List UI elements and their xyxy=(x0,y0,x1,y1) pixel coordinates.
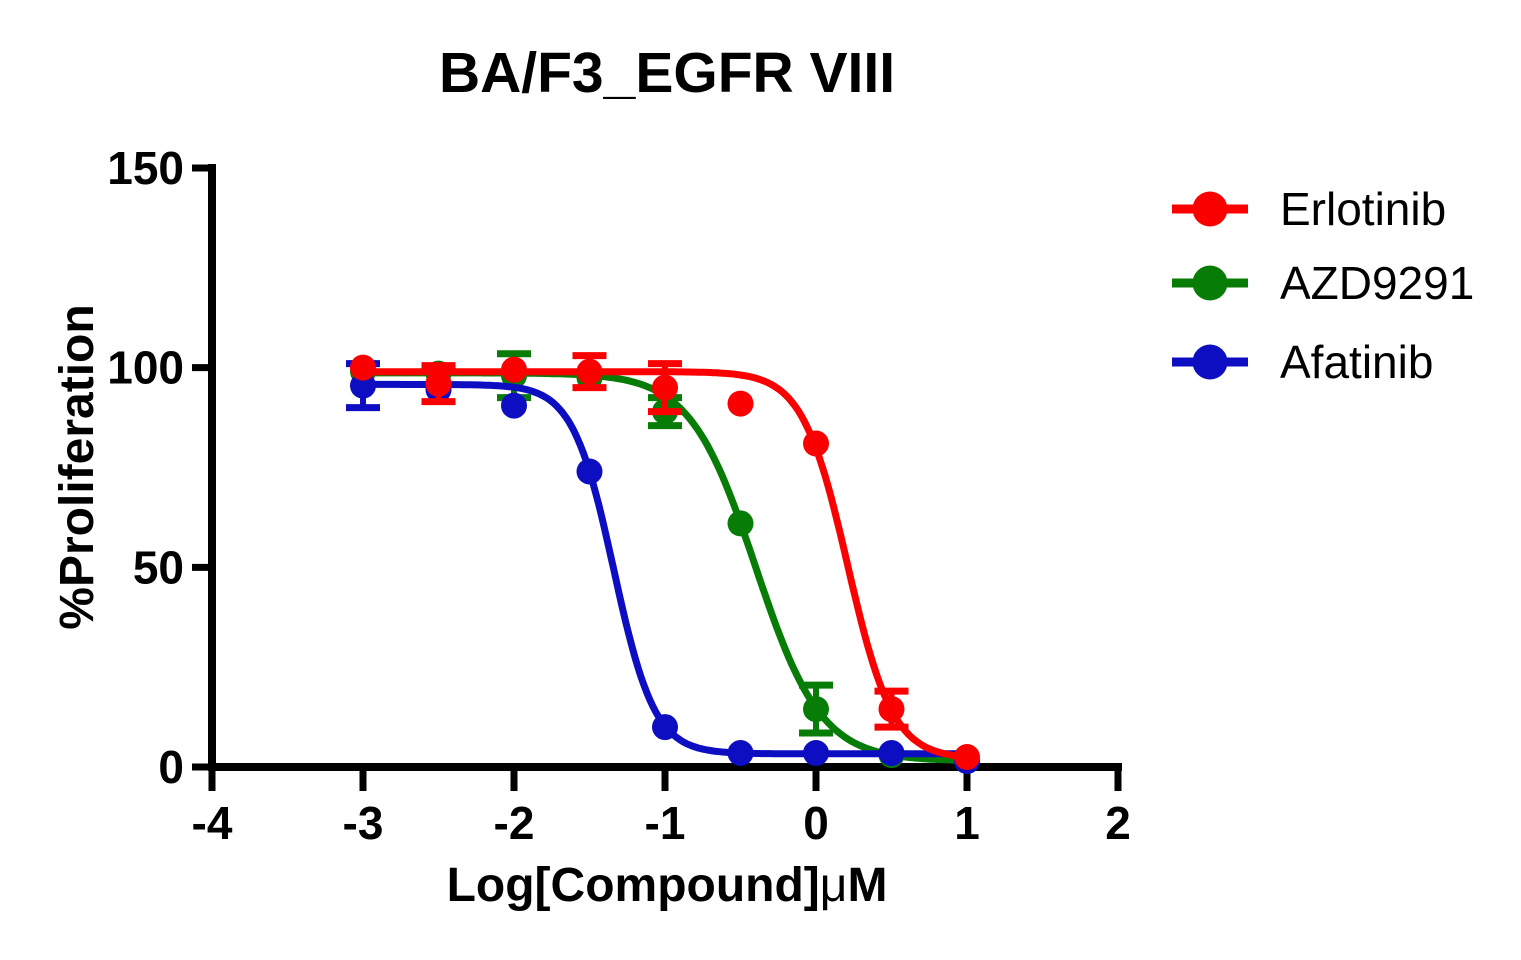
x-tick-label: -2 xyxy=(494,797,535,849)
curve-azd9291 xyxy=(359,369,971,764)
x-tick-label: 1 xyxy=(954,797,980,849)
x-tick-label: 0 xyxy=(803,797,829,849)
y-tick-label: 150 xyxy=(107,142,184,194)
data-point-erlotinib xyxy=(425,370,452,397)
legend-item-afatinib: Afatinib xyxy=(1172,335,1433,389)
data-point-azd9291 xyxy=(727,510,754,537)
data-point-afatinib xyxy=(652,714,678,741)
data-point-erlotinib xyxy=(576,358,603,385)
legend-swatch-2 xyxy=(1172,344,1248,380)
chart-title: BA/F3_EGFR VIII xyxy=(438,41,896,105)
legend-label: AZD9291 xyxy=(1280,257,1475,309)
x-axis-label-main: Log[Compound] xyxy=(446,859,820,912)
legend-label: Afatinib xyxy=(1280,336,1434,388)
data-point-erlotinib xyxy=(501,356,527,383)
x-tick-label: -4 xyxy=(192,797,233,849)
x-tick-label: -1 xyxy=(645,797,686,849)
data-point-erlotinib xyxy=(878,696,905,723)
x-tick-label: 2 xyxy=(1105,797,1131,849)
curve-afatinib xyxy=(359,380,971,758)
legend-label: Erlotinib xyxy=(1280,183,1447,235)
x-axis-label: Log[Compound]μM xyxy=(212,858,1122,913)
data-point-erlotinib xyxy=(803,430,829,457)
y-tick-label: 0 xyxy=(158,741,184,793)
data-point-erlotinib xyxy=(652,374,678,401)
legend-swatch-1 xyxy=(1172,265,1248,301)
legend-dot-icon xyxy=(1192,265,1228,301)
legend-dot-icon xyxy=(1192,344,1228,380)
data-point-afatinib xyxy=(803,740,829,767)
data-point-afatinib xyxy=(576,458,603,485)
data-point-afatinib xyxy=(501,392,527,419)
x-axis-label-unit: M xyxy=(847,859,888,912)
data-point-afatinib xyxy=(350,372,376,399)
x-tick-label: -3 xyxy=(343,797,384,849)
data-point-erlotinib xyxy=(954,744,980,771)
legend-item-azd9291: AZD9291 xyxy=(1172,256,1474,310)
curve-erlotinib xyxy=(359,368,971,761)
data-point-azd9291 xyxy=(803,696,829,723)
y-tick-label: 100 xyxy=(107,342,184,394)
legend-swatch-0 xyxy=(1172,191,1248,227)
data-point-afatinib xyxy=(727,740,754,767)
data-point-erlotinib xyxy=(727,390,754,417)
legend-dot-icon xyxy=(1192,191,1228,227)
data-point-afatinib xyxy=(878,740,905,767)
x-axis-label-mu: μ xyxy=(819,859,848,912)
y-tick-label: 50 xyxy=(133,541,184,593)
legend-item-erlotinib: Erlotinib xyxy=(1172,182,1446,236)
data-point-erlotinib xyxy=(350,354,376,381)
